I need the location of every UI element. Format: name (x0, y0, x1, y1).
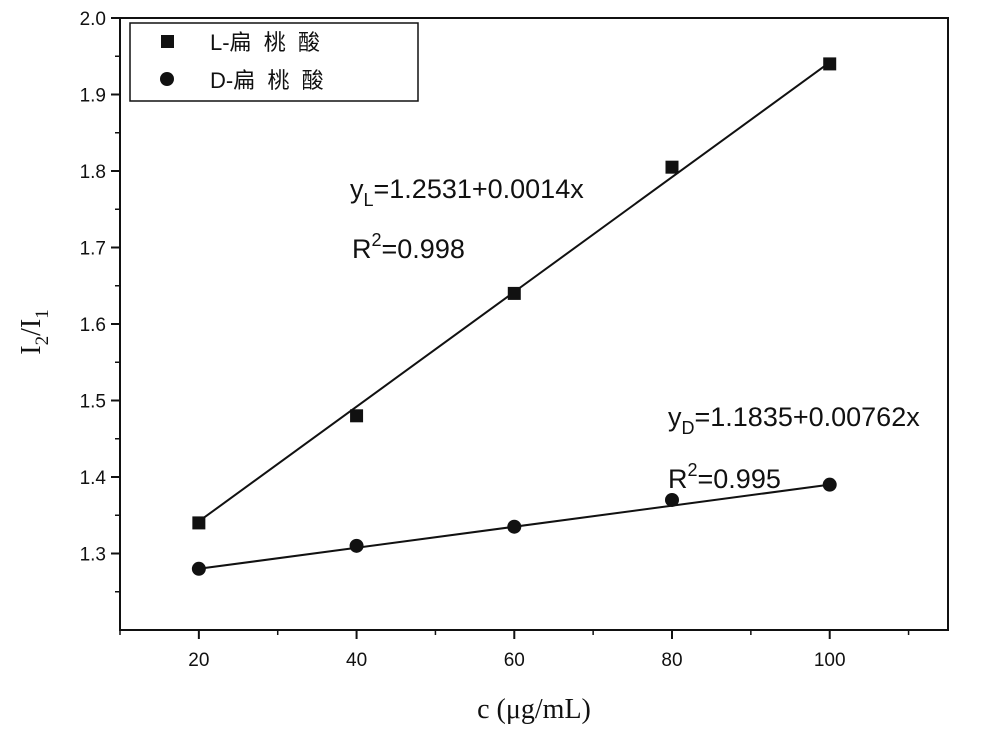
x-tick-label: 60 (504, 650, 525, 671)
data-point-d (507, 519, 522, 534)
y-axis-ticks: 1.3 1.4 1.5 1.6 1.7 1.8 1.9 2.0 (80, 9, 120, 593)
legend: L-扁 桃 酸 D-扁 桃 酸 (129, 22, 419, 102)
data-point-l (192, 516, 206, 530)
y-tick-label: 1.5 (80, 392, 106, 413)
x-tick-label: 40 (346, 650, 367, 671)
data-point-l (665, 160, 679, 174)
y-tick-label: 1.6 (80, 315, 106, 336)
data-points (191, 57, 837, 576)
y-tick-label: 1.7 (80, 239, 106, 260)
equation-l: yL=1.2531+0.0014x (350, 174, 584, 210)
legend-box (129, 22, 419, 102)
y-tick-label: 1.4 (80, 468, 107, 489)
y-tick-label: 1.8 (80, 162, 106, 183)
r-squared-d: R2=0.995 (668, 460, 781, 494)
data-point-l (507, 286, 521, 300)
data-point-d (349, 538, 364, 553)
y-axis-title: I2/I1 (16, 309, 53, 354)
r-squared-l: R2=0.998 (352, 230, 465, 264)
data-point-d (822, 477, 837, 492)
y-tick-label: 1.9 (80, 86, 106, 107)
legend-marker-circle (160, 72, 174, 86)
data-point-l (823, 57, 837, 71)
x-axis-title: c (μg/mL) (477, 694, 591, 725)
x-tick-label: 20 (188, 650, 209, 671)
data-point-d (665, 492, 679, 507)
data-point-d (191, 561, 206, 576)
data-point-l (350, 409, 364, 423)
legend-marker-square (161, 35, 174, 48)
plot-frame (119, 17, 949, 631)
legend-label-l: L-扁 桃 酸 (210, 30, 320, 55)
x-axis-ticks: 20 40 60 80 100 (119, 630, 910, 671)
legend-label-d: D-扁 桃 酸 (210, 68, 324, 93)
equation-d: yD=1.1835+0.00762x (668, 402, 920, 438)
y-tick-label: 2.0 (80, 9, 106, 30)
y-tick-label: 1.3 (80, 545, 106, 566)
x-tick-label: 100 (814, 650, 846, 671)
x-tick-label: 80 (661, 650, 682, 671)
